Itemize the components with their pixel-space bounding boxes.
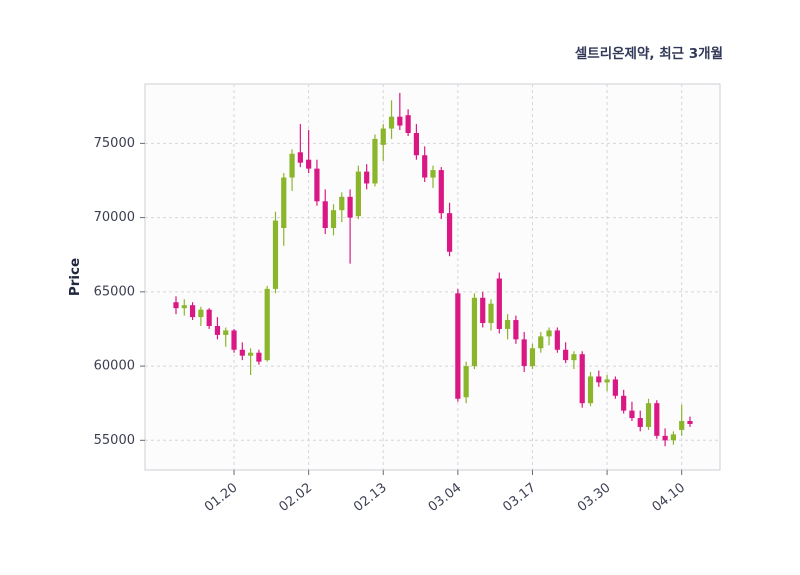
- candle-body-down: [455, 293, 461, 399]
- y-tick-label: 65000: [94, 284, 135, 299]
- x-tick-label: 03.30: [575, 480, 614, 515]
- x-tick-label: 03.17: [500, 480, 539, 515]
- candle-body-up: [546, 330, 552, 337]
- candle-body-down: [397, 116, 403, 126]
- candle-body-down: [446, 213, 453, 252]
- candle-body-up: [388, 116, 395, 129]
- candle-body-down: [405, 115, 411, 133]
- candle-body-down: [496, 278, 502, 329]
- candle-body-down: [637, 418, 643, 427]
- candle-body-down: [214, 325, 221, 335]
- candle-body-down: [438, 170, 444, 214]
- candle-body-up: [670, 434, 676, 441]
- candle-body-down: [314, 168, 320, 202]
- candle-body-down: [322, 201, 328, 229]
- candle-body-up: [604, 379, 610, 383]
- candle-body-down: [480, 297, 486, 324]
- candle-body-down: [662, 435, 668, 441]
- y-tick-label: 60000: [94, 359, 135, 374]
- candle-body-up: [281, 177, 287, 229]
- candle-body-down: [173, 302, 179, 309]
- candle-body-up: [181, 305, 187, 309]
- x-tick-label: 04.10: [650, 480, 689, 515]
- candle-body-down: [596, 376, 602, 383]
- candle-body-up: [339, 196, 345, 211]
- chart-title: 셀트리온제약, 최근 3개월: [574, 46, 723, 62]
- candle-body-down: [347, 196, 353, 218]
- candle-body-down: [654, 403, 660, 436]
- candle-body-up: [463, 366, 469, 398]
- candle-body-down: [256, 352, 262, 362]
- y-tick-label: 70000: [94, 210, 135, 225]
- x-tick-label: 02.02: [277, 480, 316, 515]
- candle-body-up: [264, 288, 270, 361]
- candle-body-down: [554, 330, 560, 350]
- candle-body-up: [645, 403, 652, 427]
- candle-body-up: [272, 220, 279, 289]
- candle-body-up: [471, 297, 478, 367]
- candle-body-down: [687, 421, 693, 424]
- candle-body-up: [571, 354, 577, 361]
- candle-body-up: [430, 170, 436, 178]
- candle-body-up: [289, 153, 295, 178]
- y-tick-label: 75000: [94, 136, 135, 151]
- candle-body-up: [679, 421, 685, 430]
- y-axis-label: Price: [67, 257, 83, 297]
- candle-body-down: [563, 349, 569, 361]
- candle-body-up: [372, 138, 378, 184]
- candle-body-up: [248, 352, 254, 356]
- candle-body-up: [488, 303, 494, 324]
- candle-body-down: [239, 349, 245, 356]
- candle-body-down: [364, 171, 370, 184]
- y-tick-label: 55000: [94, 433, 135, 448]
- x-tick-label: 03.04: [426, 480, 465, 515]
- candle-body-down: [206, 309, 212, 326]
- candle-body-down: [629, 410, 635, 419]
- candle-body-up: [529, 348, 536, 367]
- candle-body-up: [355, 171, 361, 217]
- candle-body-down: [413, 132, 420, 156]
- x-tick-label: 02.13: [351, 480, 390, 515]
- candle-body-up: [198, 309, 204, 318]
- candle-body-up: [380, 128, 386, 145]
- candle-body-down: [612, 379, 618, 396]
- candle-body-up: [587, 376, 594, 404]
- candle-body-down: [306, 159, 312, 169]
- candle-body-down: [513, 320, 519, 340]
- candle-body-up: [538, 336, 544, 349]
- candle-body-down: [297, 152, 303, 163]
- candle-body-down: [579, 354, 585, 404]
- candle-body-down: [189, 305, 196, 318]
- candle-body-down: [621, 395, 627, 411]
- candle-body-up: [223, 330, 229, 335]
- candle-body-down: [521, 339, 527, 367]
- x-tick-label: 01.20: [202, 480, 241, 515]
- candle-body-down: [231, 330, 237, 350]
- candle-body-up: [505, 320, 511, 329]
- candle-body-up: [330, 210, 337, 229]
- candle-body-down: [422, 155, 428, 178]
